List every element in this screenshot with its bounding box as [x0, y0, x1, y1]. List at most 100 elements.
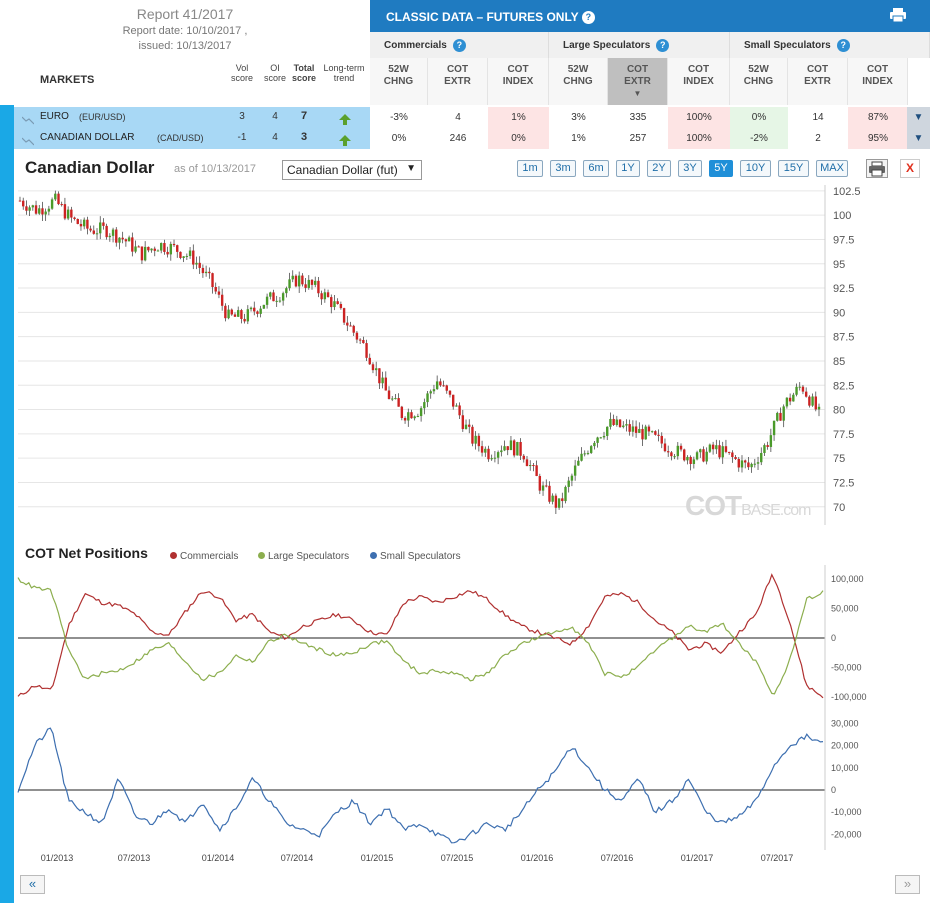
candle-body	[73, 217, 76, 220]
candle-body	[60, 204, 63, 206]
subcolumn-header-7[interactable]: COT EXTR	[788, 58, 848, 105]
candle-body	[747, 462, 750, 468]
legend-dot-icon	[258, 552, 265, 559]
market-row[interactable]: CANADIAN DOLLAR (CAD/USD) -1 4 3 0% 246 0% 1% 257…	[0, 128, 930, 149]
trend-up-icon	[339, 133, 351, 146]
subcolumn-header-8[interactable]: COT INDEX	[848, 58, 908, 105]
cot-net-title: COT Net Positions	[25, 545, 148, 561]
print-icon	[869, 161, 885, 177]
help-icon[interactable]: ?	[581, 11, 595, 25]
col-header-line1: Vol	[235, 63, 249, 73]
range-button-1m[interactable]: 1m	[517, 160, 543, 177]
candle-body	[496, 452, 500, 458]
price-tick-label: 97.5	[833, 234, 854, 246]
candle-body	[38, 208, 41, 214]
group-header-2: Small Speculators?	[730, 32, 930, 58]
candle-body	[689, 456, 692, 464]
candle-body	[214, 286, 217, 292]
col-header-line1: OI	[270, 63, 280, 73]
legend-item-1[interactable]: Large Speculators	[258, 551, 349, 562]
candle-body	[314, 280, 317, 285]
candle-body	[468, 424, 471, 427]
close-chart-button[interactable]: X	[900, 159, 920, 178]
score-total: 3	[300, 131, 308, 143]
help-icon[interactable]: ?	[452, 39, 466, 52]
market-row[interactable]: EURO (EUR/USD) 3 4 7 -3% 4 1% 3% 335 100% 0% 14 87% ▼	[0, 107, 930, 128]
market-name[interactable]: EURO	[40, 111, 69, 122]
range-button-10y[interactable]: 10Y	[740, 160, 771, 177]
range-button-max[interactable]: MAX	[816, 160, 848, 177]
x-tick-label: 07/2015	[440, 853, 474, 863]
range-button-2y[interactable]: 2Y	[647, 160, 671, 177]
subcolumn-header-6[interactable]: 52W CHNG	[730, 58, 788, 105]
candle-body	[586, 452, 590, 454]
candle-body	[474, 435, 477, 444]
subcolumn-header-2[interactable]: COT INDEX	[488, 58, 549, 105]
row-expand-button[interactable]: ▼	[907, 128, 930, 149]
candle-body	[265, 296, 269, 305]
candle-body	[47, 208, 51, 212]
col-header-1[interactable]: OI score	[261, 63, 289, 83]
col-header-0[interactable]: Vol score	[228, 63, 256, 83]
candle-body	[740, 460, 744, 468]
range-button-6m[interactable]: 6m	[583, 160, 609, 177]
instrument-select[interactable]: Canadian Dollar (fut) ▼	[282, 160, 422, 180]
candle-body	[99, 222, 102, 234]
candle-body	[249, 307, 253, 310]
subcolumn-header-0[interactable]: 52W CHNG	[370, 58, 428, 105]
candle-body	[163, 243, 166, 252]
candle-body	[545, 485, 548, 487]
candle-body	[622, 425, 625, 428]
legend-item-0[interactable]: Commercials	[170, 551, 238, 562]
chart-print-button[interactable]	[866, 159, 888, 178]
scroll-left-button[interactable]: «	[20, 875, 45, 894]
cot-cell: 246	[449, 133, 467, 144]
range-button-3y[interactable]: 3Y	[678, 160, 702, 177]
cot-cell: 0%	[730, 107, 788, 128]
range-button-1y[interactable]: 1Y	[616, 160, 640, 177]
candle-body	[798, 386, 801, 388]
group-label: Small Speculators	[744, 40, 831, 52]
candle-body	[137, 246, 140, 248]
as-of-date: as of 10/13/2017	[174, 163, 256, 175]
candle-body	[727, 451, 731, 453]
candle-body	[304, 284, 307, 288]
row-expand-button[interactable]: ▼	[907, 107, 930, 128]
candle-body	[435, 381, 439, 390]
scroll-right-button[interactable]: »	[895, 875, 920, 894]
chart-thumbnail-icon[interactable]	[21, 133, 35, 146]
candle-body	[70, 209, 73, 218]
range-button-15y[interactable]: 15Y	[778, 160, 809, 177]
classic-data-header: CLASSIC DATA – FUTURES ONLY ?	[370, 0, 930, 32]
help-icon[interactable]: ?	[656, 39, 670, 52]
candle-body	[253, 307, 256, 312]
candle-body	[760, 452, 763, 463]
help-icon[interactable]: ?	[836, 39, 850, 52]
candle-body	[564, 486, 567, 502]
candle-body	[86, 219, 89, 229]
candle-body	[461, 415, 465, 430]
subcolumn-header-1[interactable]: COT EXTR	[428, 58, 488, 105]
subcolumn-header-3[interactable]: 52W CHNG	[549, 58, 608, 105]
legend-item-2[interactable]: Small Speculators	[370, 551, 461, 562]
candle-body	[500, 450, 503, 453]
subcolumn-line2: EXTR	[444, 76, 471, 87]
candle-body	[285, 288, 288, 294]
candle-body	[772, 420, 776, 436]
candle-body	[127, 237, 131, 242]
subcolumn-header-5[interactable]: COT INDEX	[668, 58, 730, 105]
range-button-5y[interactable]: 5Y	[709, 160, 733, 177]
legend-label: Commercials	[180, 551, 239, 562]
cot-tick-label: 100,000	[831, 574, 864, 584]
cotbase-watermark: COTBASE.com	[685, 490, 811, 522]
print-icon[interactable]	[890, 8, 906, 23]
col-header-2[interactable]: Total score	[290, 63, 318, 83]
chart-thumbnail-icon[interactable]	[21, 112, 35, 125]
col-header-3[interactable]: Long-term trend	[323, 63, 365, 83]
candle-body	[583, 453, 586, 455]
subcolumn-header-4[interactable]: COT EXTR ▼	[608, 58, 668, 105]
candle-body	[683, 449, 686, 461]
market-name[interactable]: CANADIAN DOLLAR	[40, 132, 135, 143]
cot-cell: 3%	[571, 112, 586, 123]
range-button-3m[interactable]: 3m	[550, 160, 576, 177]
